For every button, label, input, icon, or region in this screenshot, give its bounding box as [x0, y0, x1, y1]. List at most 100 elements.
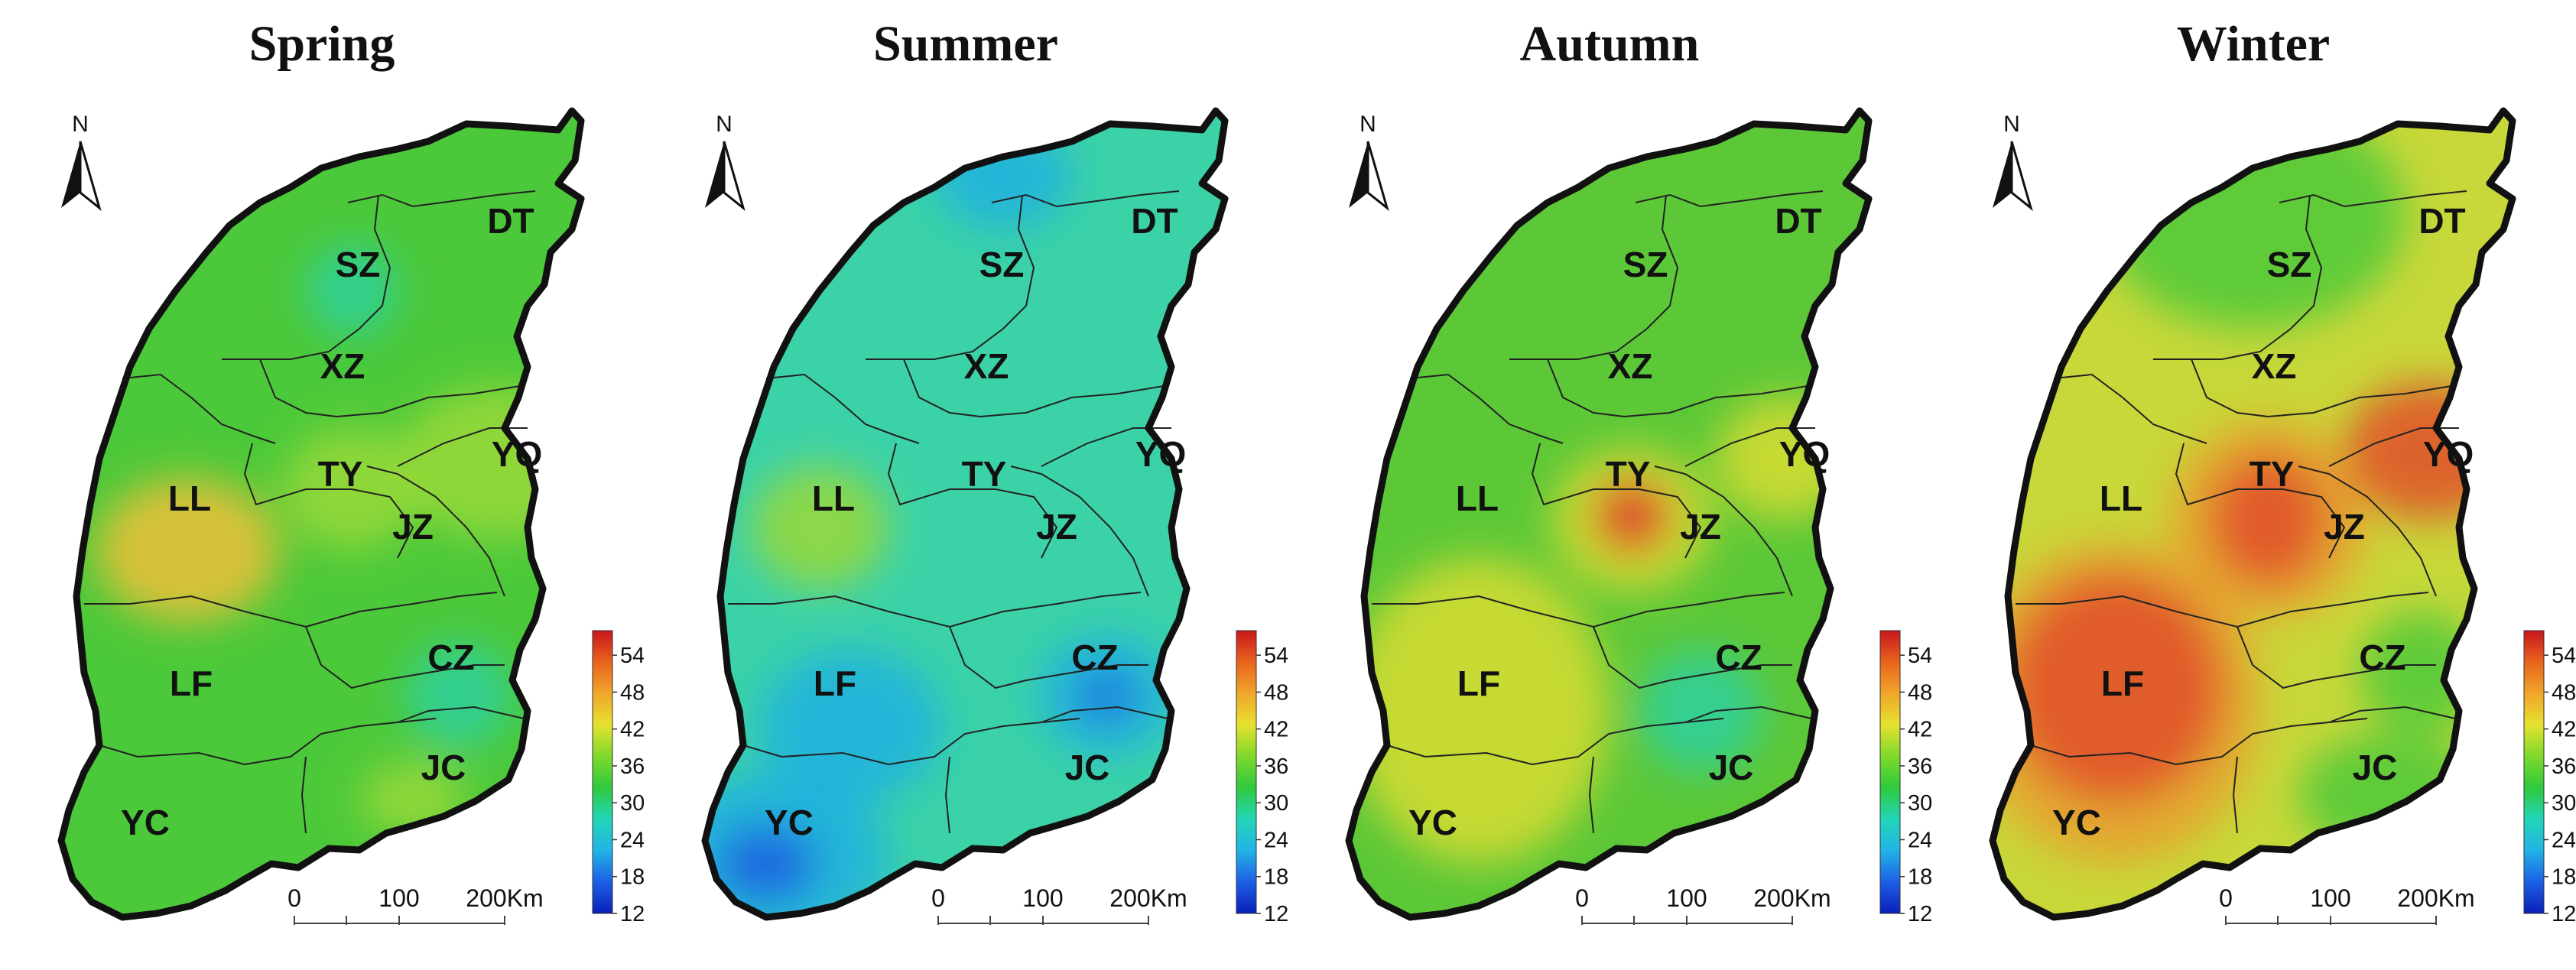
region-border	[765, 373, 920, 444]
north-arrow-icon: N	[1349, 112, 1389, 212]
region-label-lf: LF	[170, 663, 213, 703]
region-label-yq: YQ	[1779, 434, 1830, 474]
scale-bar: 0 100 200Km	[2219, 884, 2475, 925]
region-borders	[728, 190, 1180, 834]
scale-label: 0	[287, 884, 301, 912]
region-label-lf: LF	[1457, 663, 1500, 703]
map-shading	[1349, 111, 1869, 917]
province-outline	[57, 107, 585, 921]
scale-label: 200Km	[466, 884, 543, 912]
panel-title: Winter	[2176, 16, 2331, 72]
region-border	[949, 626, 1148, 689]
value-hotspot	[2008, 573, 2222, 803]
map-winter: DT SZ XZ YQ TY LL JZ LF CZ JC YC N 0 100 200Km 54 48 42 36…	[1989, 107, 2575, 926]
region-border	[1684, 706, 1812, 723]
legend-tick-label: 36	[2552, 754, 2575, 779]
region-border	[1010, 466, 1149, 597]
region-border	[243, 443, 414, 559]
region-label-yc: YC	[121, 803, 170, 842]
scale-label: 100	[1666, 884, 1707, 912]
legend-colorbar: 54 48 42 36 30 24 18 12	[2523, 630, 2575, 926]
region-label-lf: LF	[2101, 663, 2144, 703]
region-label-yc: YC	[1408, 803, 1457, 842]
north-label: N	[72, 112, 89, 137]
value-hotspot	[2211, 455, 2325, 585]
legend-tick-label: 18	[2552, 865, 2575, 890]
region-label-ty: TY	[318, 454, 363, 494]
legend-tick-label: 18	[1908, 865, 1931, 890]
region-border	[944, 756, 950, 834]
legend-colorbar: 54 48 42 36 30 24 18 12	[1879, 630, 1931, 926]
legend-tick-label: 12	[2552, 902, 2575, 926]
scale-bar: 0 100 200Km	[287, 884, 544, 925]
region-label-ty: TY	[962, 454, 1007, 494]
region-label-yc: YC	[2052, 803, 2101, 842]
region-label-dt: DT	[2418, 201, 2465, 241]
legend-color-ramp	[1236, 630, 1257, 914]
region-label-sz: SZ	[1623, 245, 1668, 284]
region-border	[2298, 466, 2437, 597]
region-label-xz: XZ	[964, 346, 1009, 386]
region-label-jz: JZ	[1680, 507, 1721, 547]
region-border	[1509, 358, 1808, 418]
region-border	[1635, 190, 1824, 208]
value-hotspot	[759, 650, 942, 803]
region-border	[887, 443, 1058, 559]
scale-label: 200Km	[1109, 884, 1187, 912]
panel-title: Autumn	[1519, 16, 1700, 72]
region-label-dt: DT	[1131, 201, 1178, 241]
map-summer: DT SZ XZ YQ TY LL JZ LF CZ JC YC N 0 100 200Km 54 48 42 36…	[701, 107, 1288, 926]
legend-tick-label: 12	[1264, 902, 1288, 926]
region-border	[260, 194, 391, 360]
region-border	[2237, 626, 2436, 689]
legend-colorbar: 54 48 42 36 30 24 18 12	[592, 630, 644, 926]
region-label-dt: DT	[487, 201, 534, 241]
legend-tick-label: 42	[1264, 718, 1288, 742]
north-label: N	[716, 112, 733, 137]
region-label-lf: LF	[814, 663, 856, 703]
region-label-ll: LL	[1456, 479, 1499, 518]
map-shading	[61, 111, 581, 917]
region-label-jc: JC	[421, 748, 466, 787]
panel-title: Summer	[873, 16, 1058, 72]
map-panel-winter: Winter DT SZ XZ YQ TY LL JZ LF CZ JC YC N 0 100 200Km 5…	[1931, 0, 2575, 970]
region-border	[1654, 466, 1793, 597]
scale-label: 100	[378, 884, 419, 912]
legend-tick-label: 12	[1908, 902, 1931, 926]
region-label-ty: TY	[2250, 454, 2295, 494]
legend-color-ramp	[1879, 630, 1901, 914]
region-border	[2030, 718, 2368, 766]
region-border	[122, 373, 276, 444]
map-shading	[705, 111, 1225, 917]
region-border	[300, 756, 307, 834]
region-label-xz: XZ	[320, 346, 365, 386]
region-label-cz: CZ	[2359, 637, 2405, 677]
region-border	[991, 190, 1180, 208]
north-label: N	[1359, 112, 1376, 137]
legend-tick-label: 30	[2552, 791, 2575, 816]
map-panel-summer: Summer DT SZ XZ YQ TY LL JZ LF CZ JC YC N 0 100 200Km 5…	[644, 0, 1288, 970]
region-label-ll: LL	[2100, 479, 2142, 518]
region-border	[1409, 373, 1564, 444]
region-border	[1531, 443, 1702, 559]
region-border	[2191, 194, 2323, 360]
value-hotspot	[405, 642, 512, 749]
legend-tick-label: 42	[1908, 718, 1931, 742]
region-label-jc: JC	[2353, 748, 2398, 787]
region-label-ty: TY	[1606, 454, 1651, 494]
region-label-ll: LL	[168, 479, 211, 518]
region-label-jc: JC	[1065, 748, 1110, 787]
map-spring: DT SZ XZ YQ TY LL JZ LF CZ JC YC N 0 100 200Km 54 48 42 36…	[57, 107, 644, 926]
legend-tick-label: 30	[1264, 791, 1288, 816]
region-label-cz: CZ	[1715, 637, 1762, 677]
province-outline	[701, 107, 1229, 921]
legend-tick-label: 48	[2552, 680, 2575, 705]
scale-label: 100	[2310, 884, 2350, 912]
legend-tick-label: 36	[1264, 754, 1288, 779]
region-label-jz: JZ	[392, 507, 434, 547]
north-arrow-icon: N	[1993, 112, 2033, 212]
region-label-jz: JZ	[1036, 507, 1077, 547]
region-border	[2328, 706, 2456, 723]
region-border	[305, 626, 505, 689]
